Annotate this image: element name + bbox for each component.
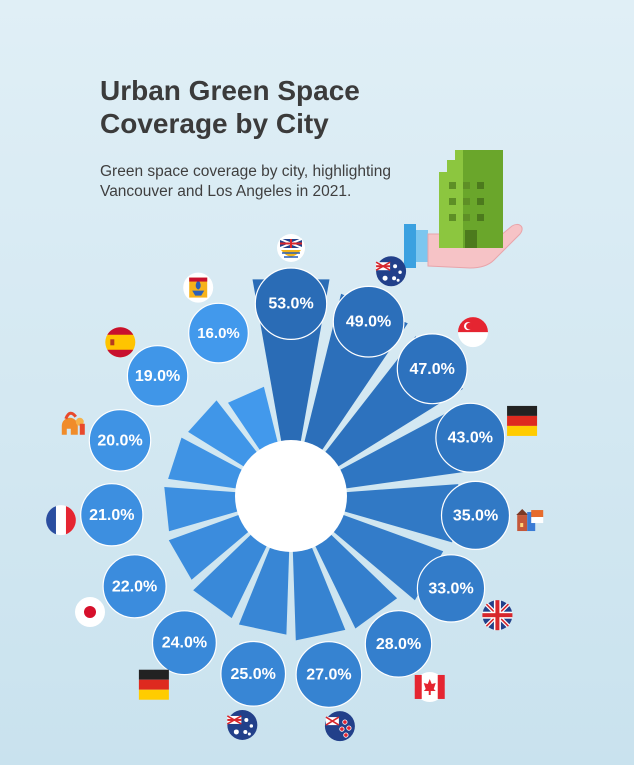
- uk-flag-icon: [482, 600, 513, 631]
- value-label: 20.0%: [97, 432, 142, 449]
- germany-flag-icon: [507, 405, 538, 436]
- singapore-flag-icon: [457, 317, 488, 348]
- bar-4: [342, 484, 459, 543]
- value-label: 53.0%: [268, 296, 313, 313]
- value-label: 43.0%: [448, 430, 493, 447]
- value-label-bubble: [188, 302, 249, 364]
- chart-subtitle: Green space coverage by city, highlighti…: [100, 163, 391, 200]
- bar-5: [332, 514, 444, 601]
- value-label: 21.0%: [89, 507, 134, 524]
- canada-flag-icon: [414, 671, 445, 702]
- bar-14: [228, 386, 278, 452]
- chart-center-hole: [235, 440, 347, 552]
- value-label: 19.0%: [135, 368, 180, 385]
- quebec-flag-icon: [183, 272, 214, 303]
- value-label: 22.0%: [112, 578, 157, 595]
- value-label: 24.0%: [162, 635, 207, 652]
- bar-6: [314, 533, 398, 629]
- value-label: 33.0%: [428, 580, 473, 597]
- value-label-bubble: [151, 610, 217, 676]
- new-zealand-flag-icon: [324, 711, 355, 742]
- value-label-bubble: [416, 554, 486, 623]
- bar-9: [193, 533, 268, 619]
- bar-8: [238, 546, 290, 635]
- netherlands-houses-icon: [516, 509, 544, 532]
- france-flag-icon: [45, 505, 76, 536]
- australia-flag-icon: [375, 256, 407, 287]
- value-label: 35.0%: [453, 507, 498, 524]
- value-label: 28.0%: [376, 636, 421, 653]
- value-label: 16.0%: [197, 325, 240, 342]
- value-label: 27.0%: [306, 667, 351, 684]
- value-label: 25.0%: [231, 666, 276, 683]
- value-label-bubble: [80, 483, 144, 547]
- value-label-bubble: [88, 409, 152, 472]
- value-label: 49.0%: [346, 314, 391, 331]
- bar-12: [168, 437, 244, 489]
- germany-flag-icon: [138, 669, 169, 700]
- bar-7: [292, 546, 346, 641]
- value-label-bubble: [102, 554, 167, 619]
- value-label: 47.0%: [410, 361, 455, 378]
- value-label-bubble: [364, 610, 433, 678]
- value-label-bubble: [126, 345, 189, 407]
- value-label-bubble: [295, 641, 363, 708]
- japan-flag-icon: [75, 597, 106, 628]
- bar-11: [164, 487, 240, 532]
- hand-holding-green-building-icon: [404, 150, 523, 269]
- spartan-helmet-icon: [61, 411, 85, 435]
- australia-flag-icon: [226, 709, 258, 740]
- value-label-bubble: [220, 640, 287, 707]
- chart-title: Urban Green Space Coverage by City: [100, 75, 360, 139]
- value-label-bubble: [332, 285, 405, 358]
- value-label-bubble: [435, 402, 506, 473]
- value-label-bubble: [254, 267, 328, 341]
- spain-flag-icon: [105, 327, 136, 358]
- uk-crest-flag-icon: [277, 234, 305, 262]
- value-label-bubble: [396, 333, 468, 405]
- bar-13: [188, 400, 258, 468]
- bar-10: [168, 514, 250, 580]
- value-label-bubble: [440, 480, 511, 551]
